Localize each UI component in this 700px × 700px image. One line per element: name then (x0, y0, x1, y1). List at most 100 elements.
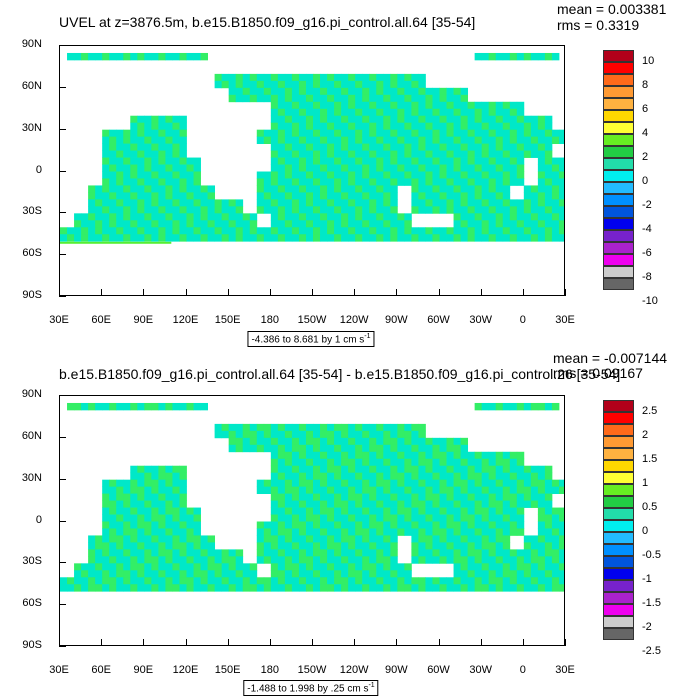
field-cell (488, 129, 497, 138)
field-cell (523, 584, 532, 592)
field-cell (411, 584, 419, 592)
field-cell (102, 213, 110, 221)
field-cell (298, 234, 307, 242)
field-cell (411, 437, 419, 446)
lon-tick (354, 289, 356, 296)
field-cell (298, 143, 307, 151)
field-cell (383, 570, 391, 578)
field-cell (102, 136, 110, 145)
field-cell (137, 521, 145, 529)
field-cell (369, 150, 377, 158)
field-cell (116, 136, 124, 145)
field-cell (397, 500, 405, 508)
field-cell (418, 493, 426, 501)
field-cell (558, 199, 564, 207)
field-cell (193, 157, 201, 165)
field-cell (502, 101, 511, 110)
field-cell (397, 234, 405, 242)
field-cell (369, 549, 377, 557)
field-cell (488, 52, 497, 61)
field-cell (390, 479, 398, 488)
field-cell (509, 493, 518, 501)
field-cell (551, 171, 560, 179)
field-cell (151, 136, 159, 145)
field-cell (102, 584, 110, 592)
field-cell (432, 465, 440, 474)
field-cell (418, 521, 426, 529)
field-cell (221, 220, 230, 228)
field-cell (425, 171, 433, 179)
lon-tick-label: 120W (339, 664, 369, 676)
field-cell (242, 444, 251, 453)
field-cell (530, 465, 539, 474)
field-cell (488, 451, 497, 460)
field-cell (151, 514, 159, 522)
field-cell (551, 227, 560, 235)
field-cell (172, 472, 180, 481)
field-cell (193, 584, 201, 592)
field-cell (362, 542, 370, 550)
field-cell (291, 430, 300, 439)
field-cell (207, 192, 216, 200)
range-exponent: -1 (364, 333, 371, 340)
field-cell (488, 206, 497, 214)
field-cell (418, 528, 426, 536)
field-cell (376, 80, 384, 89)
field-cell (298, 521, 307, 529)
field-cell (341, 199, 349, 207)
field-cell (291, 542, 300, 550)
field-cell (432, 206, 440, 214)
field-cell (432, 521, 440, 529)
colorbar-label: -2 (642, 621, 652, 633)
field-cell (432, 164, 440, 172)
field-cell (207, 570, 216, 578)
field-cell (537, 164, 546, 172)
field-cell (481, 115, 490, 124)
field-cell (432, 199, 440, 207)
field-cell (256, 87, 265, 96)
field-cell (270, 178, 279, 186)
field-cell (81, 227, 89, 235)
field-cell (214, 423, 223, 432)
field-cell (298, 493, 307, 501)
field-cell (172, 556, 180, 564)
field-cell (284, 472, 293, 481)
field-cell (284, 577, 293, 585)
field-cell (362, 80, 370, 89)
field-cell (158, 563, 166, 571)
field-cell (305, 535, 314, 543)
field-cell (502, 185, 511, 193)
colorbar-box (603, 460, 634, 472)
field-cell (509, 563, 518, 571)
field-cell (495, 521, 504, 529)
field-cell (277, 122, 286, 131)
field-cell (509, 136, 518, 145)
field-cell (123, 577, 131, 585)
field-cell (439, 129, 447, 138)
field-cell (411, 94, 419, 103)
field-cell (390, 542, 398, 550)
field-cell (88, 584, 96, 592)
field-cell (144, 199, 152, 207)
field-cell (467, 472, 476, 481)
field-cell (200, 185, 208, 193)
field-cell (305, 227, 314, 235)
field-cell (425, 493, 433, 501)
field-cell (334, 94, 342, 103)
field-cell (397, 164, 405, 172)
field-cell (467, 157, 476, 165)
field-cell (376, 87, 384, 96)
field-cell (418, 556, 426, 564)
field-cell (249, 87, 258, 96)
field-cell (425, 150, 433, 158)
field-cell (165, 577, 173, 585)
field-cell (355, 199, 363, 207)
field-cell (298, 423, 307, 432)
field-cell (558, 227, 564, 235)
field-cell (305, 143, 314, 151)
field-cell (193, 542, 201, 550)
field-cell (130, 122, 138, 131)
field-cell (369, 213, 377, 221)
field-cell (109, 157, 117, 165)
field-cell (137, 136, 145, 145)
